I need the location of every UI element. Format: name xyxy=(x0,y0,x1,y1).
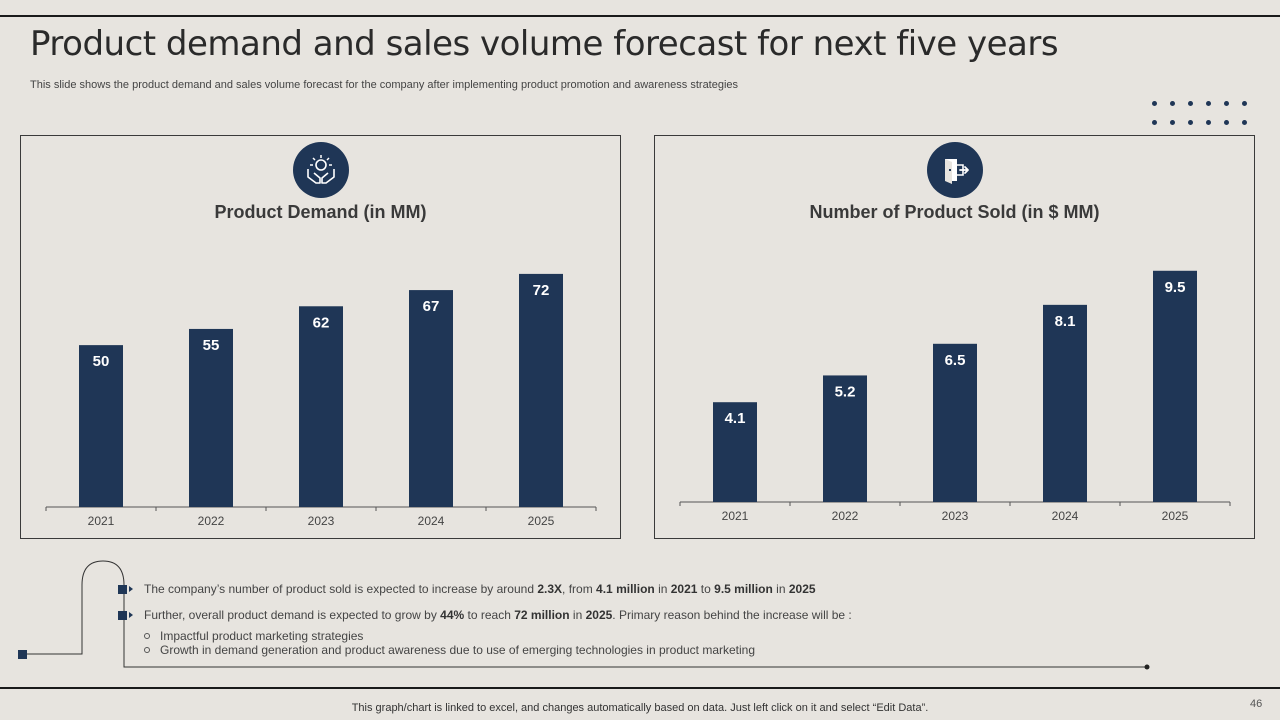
x-tick-label: 2022 xyxy=(198,514,225,528)
product-sold-chart[interactable]: 4.1 2021 5.2 2022 6.5 2023 8.1 2024 9.5 2025 xyxy=(655,136,1256,540)
bar-2025[interactable] xyxy=(519,273,563,507)
product-demand-panel[interactable]: 50 2021 55 2022 62 2023 67 2024 72 2025 Product D… xyxy=(20,135,621,539)
bar-value-label: 6.5 xyxy=(945,352,966,369)
top-rule xyxy=(0,15,1280,17)
x-tick-label: 2023 xyxy=(308,514,335,528)
decorative-dot xyxy=(1152,101,1157,106)
page-subtitle: This slide shows the product demand and … xyxy=(30,79,739,91)
product-demand-chart[interactable]: 50 2021 55 2022 62 2023 67 2024 72 2025 xyxy=(21,136,622,540)
bullet-arrow-2 xyxy=(129,612,133,618)
decorative-dot xyxy=(1242,101,1247,106)
decorative-dot xyxy=(1170,101,1175,106)
bar-value-label: 55 xyxy=(203,337,220,354)
x-tick-label: 2021 xyxy=(722,509,749,523)
connector-line xyxy=(22,560,1150,670)
page-number: 46 xyxy=(1250,698,1263,710)
x-tick-label: 2022 xyxy=(832,509,859,523)
x-tick-label: 2024 xyxy=(418,514,445,528)
sub-bullet-1: Impactful product marketing strategies xyxy=(144,629,363,643)
decorative-dot xyxy=(1224,120,1229,125)
bottom-rule xyxy=(0,687,1280,689)
key-takeaways: The company’s number of product sold is … xyxy=(0,555,1280,685)
bullet-marker-2 xyxy=(118,611,127,620)
bar-value-label: 50 xyxy=(93,353,110,370)
decorative-dot xyxy=(1206,101,1211,106)
bar-value-label: 62 xyxy=(313,314,330,331)
bar-value-label: 9.5 xyxy=(1165,279,1186,296)
decorative-dot xyxy=(1188,101,1193,106)
bar-2024[interactable] xyxy=(409,290,453,507)
decorative-dot xyxy=(1206,120,1211,125)
bar-value-label: 8.1 xyxy=(1055,313,1076,330)
product-sold-panel[interactable]: 4.1 2021 5.2 2022 6.5 2023 8.1 2024 9.5 2025 Numb… xyxy=(654,135,1255,539)
decorative-dot xyxy=(1224,101,1229,106)
bullet-text-1: The company’s number of product sold is … xyxy=(144,582,816,596)
decorative-dot xyxy=(1152,120,1157,125)
bullet-arrow-1 xyxy=(129,586,133,592)
x-tick-label: 2024 xyxy=(1052,509,1079,523)
bar-2025[interactable] xyxy=(1153,270,1197,502)
x-tick-label: 2025 xyxy=(1162,509,1189,523)
sub-bullet-2: Growth in demand generation and product … xyxy=(144,643,755,657)
bullet-marker-1 xyxy=(118,585,127,594)
circle-bullet-icon xyxy=(144,632,150,639)
product-demand-chart-title: Product Demand (in MM) xyxy=(214,202,427,222)
bar-value-label: 4.1 xyxy=(725,410,746,427)
circle-bullet-icon xyxy=(144,646,150,653)
x-tick-label: 2025 xyxy=(528,514,555,528)
bar-2023[interactable] xyxy=(299,306,343,507)
decorative-dot xyxy=(1170,120,1175,125)
bullet-text-2: Further, overall product demand is expec… xyxy=(144,608,852,622)
bar-2021[interactable] xyxy=(713,402,757,502)
bar-value-label: 72 xyxy=(533,282,550,299)
bar-2023[interactable] xyxy=(933,343,977,502)
x-tick-label: 2023 xyxy=(942,509,969,523)
product-sold-chart-title: Number of Product Sold (in $ MM) xyxy=(809,202,1100,222)
footer-note: This graph/chart is linked to excel, and… xyxy=(351,702,929,714)
bar-2021[interactable] xyxy=(79,345,123,507)
hands-holding-idea-icon xyxy=(292,142,349,198)
bar-value-label: 67 xyxy=(423,298,440,315)
x-tick-label: 2021 xyxy=(88,514,115,528)
decorative-dot xyxy=(1188,120,1193,125)
decorative-dot xyxy=(1242,120,1247,125)
bar-2024[interactable] xyxy=(1043,304,1087,502)
bar-value-label: 5.2 xyxy=(835,383,856,400)
page-title: Product demand and sales volume forecast… xyxy=(30,24,1059,64)
decorative-dots xyxy=(1152,101,1252,135)
exit-door-icon xyxy=(926,142,983,198)
bar-2022[interactable] xyxy=(189,328,233,507)
connector-start-marker xyxy=(18,650,27,659)
bar-2022[interactable] xyxy=(823,375,867,502)
